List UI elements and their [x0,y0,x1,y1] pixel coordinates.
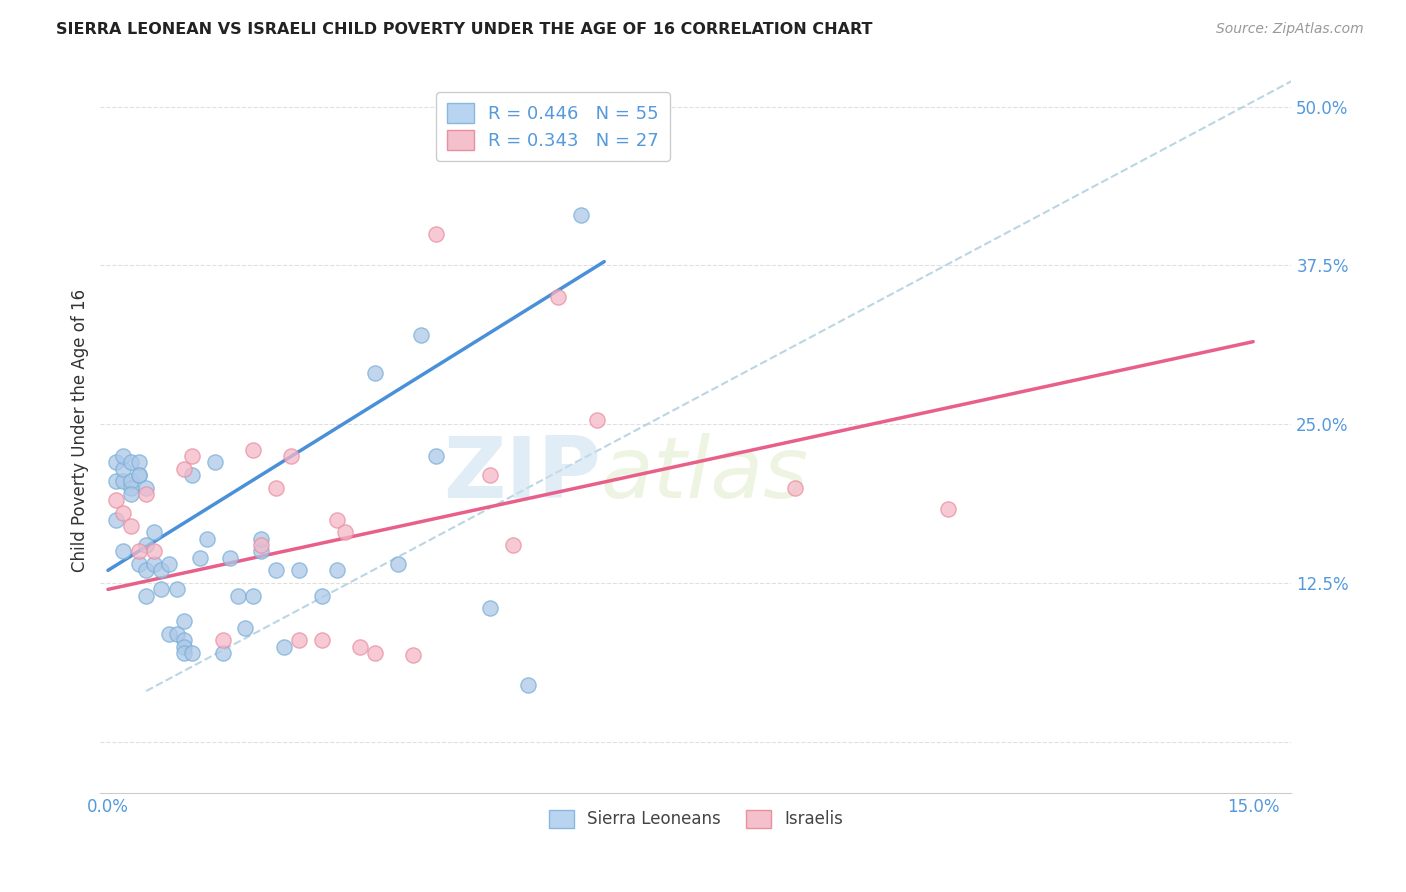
Point [226,589,249,603]
Point [349,640,371,654]
Point [135,481,157,495]
Point [188,550,211,565]
Point [135,487,157,501]
Point [326,512,349,526]
Point [157,557,180,571]
Point [425,449,447,463]
Point [249,532,271,546]
Point [135,563,157,577]
Point [142,557,165,571]
Point [104,512,127,526]
Point [104,475,127,489]
Point [195,532,218,546]
Point [387,557,409,571]
Point [211,646,233,660]
Point [249,538,271,552]
Point [104,455,127,469]
Point [157,627,180,641]
Point [173,646,195,660]
Point [112,449,135,463]
Point [409,328,432,343]
Point [181,646,204,660]
Point [311,589,333,603]
Point [142,544,165,558]
Point [120,475,142,489]
Point [280,449,302,463]
Point [128,557,150,571]
Point [120,481,142,495]
Text: ZIP: ZIP [443,433,600,516]
Point [264,563,287,577]
Point [135,538,157,552]
Point [264,481,287,495]
Point [516,678,538,692]
Point [326,563,349,577]
Point [128,455,150,469]
Point [425,227,447,241]
Point [120,487,142,501]
Point [547,290,569,304]
Point [249,544,271,558]
Point [112,506,135,520]
Point [273,640,295,654]
Point [242,589,264,603]
Point [364,367,387,381]
Point [166,627,188,641]
Point [120,519,142,533]
Legend: Sierra Leoneans, Israelis: Sierra Leoneans, Israelis [543,803,849,835]
Point [502,538,524,552]
Point [219,550,242,565]
Point [311,633,333,648]
Point [112,475,135,489]
Point [181,468,204,483]
Text: atlas: atlas [600,433,808,516]
Point [288,633,311,648]
Point [235,620,257,634]
Point [128,468,150,483]
Point [150,582,173,597]
Point [173,640,195,654]
Point [211,633,233,648]
Point [242,442,264,457]
Point [585,413,607,427]
Point [936,502,959,516]
Point [166,582,188,597]
Point [120,455,142,469]
Point [142,525,165,540]
Point [135,589,157,603]
Point [569,208,592,222]
Point [128,468,150,483]
Point [333,525,356,540]
Point [204,455,226,469]
Point [364,646,387,660]
Text: Source: ZipAtlas.com: Source: ZipAtlas.com [1216,22,1364,37]
Point [173,614,195,628]
Point [173,633,195,648]
Point [478,601,501,615]
Text: SIERRA LEONEAN VS ISRAELI CHILD POVERTY UNDER THE AGE OF 16 CORRELATION CHART: SIERRA LEONEAN VS ISRAELI CHILD POVERTY … [56,22,873,37]
Point [181,449,204,463]
Point [783,481,806,495]
Point [478,468,501,483]
Point [150,563,173,577]
Point [128,544,150,558]
Y-axis label: Child Poverty Under the Age of 16: Child Poverty Under the Age of 16 [72,289,89,572]
Point [288,563,311,577]
Point [402,648,425,663]
Point [112,461,135,475]
Point [104,493,127,508]
Point [173,461,195,475]
Point [112,544,135,558]
